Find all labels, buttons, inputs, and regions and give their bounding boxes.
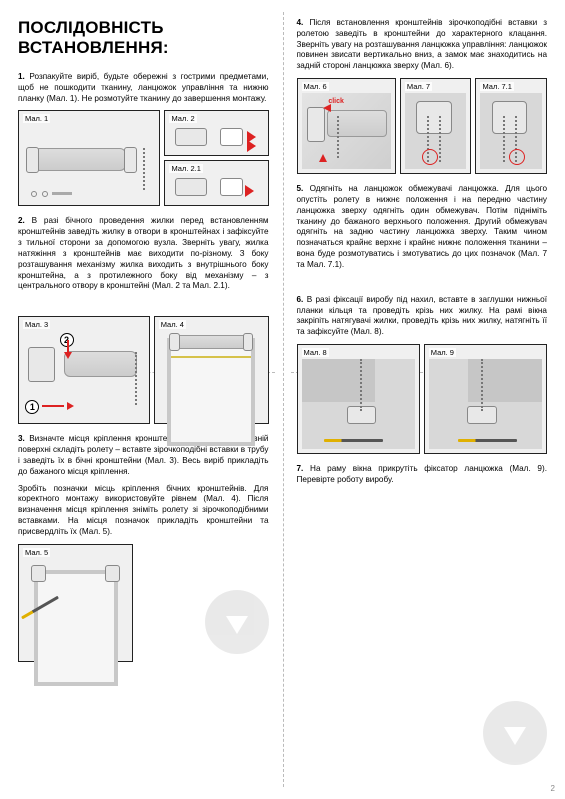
page-title: ПОСЛІДОВНІСТЬ ВСТАНОВЛЕННЯ: (18, 18, 269, 58)
annotation-1: 1 (25, 400, 39, 414)
fig-row-4: Мал. 6 click Мал. 7 (297, 78, 548, 174)
figure-3: Мал. 3 1 2 (18, 316, 150, 424)
fig-row-3: Мал. 5 (18, 544, 269, 662)
watermark-icon (205, 590, 269, 654)
step-3b-text: Зробіть позначки місць кріплення бічних … (18, 484, 269, 538)
figure-5: Мал. 5 (18, 544, 133, 662)
figure-1: Мал. 1 (18, 110, 160, 206)
right-column: 4. Після встановлення кронштейнів зірочк… (283, 0, 565, 799)
step-2-body: В разі бічного проведення жилки перед вс… (18, 216, 269, 290)
step-6-body: В разі фіксації виробу під нахил, вставт… (297, 295, 548, 336)
figure-5-caption: Мал. 5 (23, 548, 50, 557)
figure-8-caption: Мал. 8 (302, 348, 329, 357)
watermark-holder (137, 544, 268, 662)
figure-7-1: Мал. 7.1 (475, 78, 547, 174)
figure-2-caption: Мал. 2 (169, 114, 196, 123)
watermark-icon-2 (483, 701, 547, 765)
figure-6-caption: Мал. 6 (302, 82, 329, 91)
page: ПОСЛІДОВНІСТЬ ВСТАНОВЛЕННЯ: 1. Розпакуйт… (0, 0, 565, 799)
figure-6: Мал. 6 click (297, 78, 396, 174)
step-1-body: Розпакуйте виріб, будьте обережні з гост… (18, 72, 269, 103)
figure-2-1: Мал. 2.1 (164, 160, 268, 206)
fig-row-2: Мал. 3 1 2 Мал. 4 (18, 316, 269, 424)
figure-7: Мал. 7 (400, 78, 472, 174)
figure-7-caption: Мал. 7 (405, 82, 432, 91)
figure-7-1-caption: Мал. 7.1 (480, 82, 513, 91)
figure-8: Мал. 8 (297, 344, 420, 454)
figure-1-caption: Мал. 1 (23, 114, 50, 123)
step-7-body: На раму вікна прикрутіть фіксатор ланцюж… (297, 464, 547, 484)
step-4-body: Після встановлення кронштейнів зірочкопо… (297, 18, 548, 70)
figure-3-caption: Мал. 3 (23, 320, 50, 329)
fig-row-1: Мал. 1 Мал. 2 (18, 110, 269, 206)
figure-1-art (23, 125, 155, 201)
figure-2-1-caption: Мал. 2.1 (169, 164, 202, 173)
left-column: ПОСЛІДОВНІСТЬ ВСТАНОВЛЕННЯ: 1. Розпакуйт… (0, 0, 283, 799)
figure-2-group: Мал. 2 Мал. 2.1 (164, 110, 268, 206)
step-4-text: 4. Після встановлення кронштейнів зірочк… (297, 18, 548, 72)
figure-4: Мал. 4 (154, 316, 269, 424)
step-2-text: 2. В разі бічного проведення жилки перед… (18, 216, 269, 292)
step-5-body: Одягніть на ланцюжок обмежувачі ланцюжка… (297, 184, 548, 269)
step-6-text: 6. В разі фіксації виробу під нахил, вст… (297, 295, 548, 338)
figure-4-caption: Мал. 4 (159, 320, 186, 329)
page-number: 2 (551, 784, 555, 793)
step-1-text: 1. Розпакуйте виріб, будьте обережні з г… (18, 72, 269, 104)
step-7-text: 7. На раму вікна прикрутіть фіксатор лан… (297, 464, 548, 486)
figure-2: Мал. 2 (164, 110, 268, 156)
step-5-text: 5. Одягніть на ланцюжок обмежувачі ланцю… (297, 184, 548, 271)
figure-9-caption: Мал. 9 (429, 348, 456, 357)
fig-row-5: Мал. 8 Мал. 9 (297, 344, 548, 454)
figure-9: Мал. 9 (424, 344, 547, 454)
